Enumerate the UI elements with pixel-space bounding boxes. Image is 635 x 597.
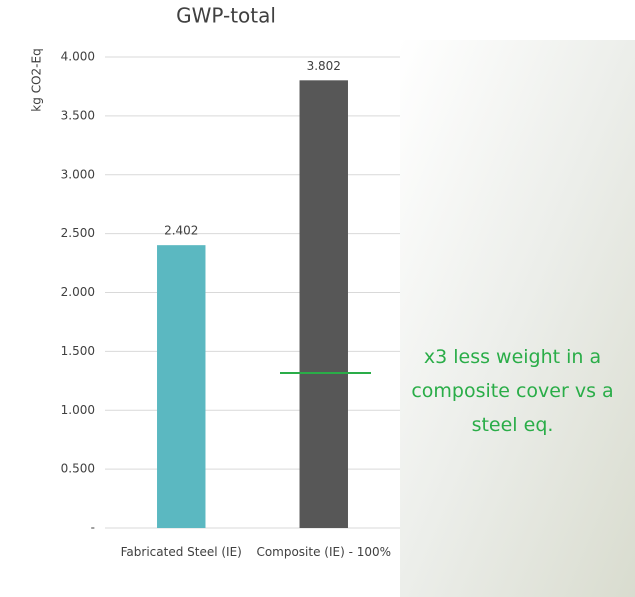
y-tick-label: 4.000 <box>61 50 95 64</box>
y-tick-label: 2.000 <box>61 285 95 299</box>
data-label: 2.402 <box>164 224 198 238</box>
data-label: 3.802 <box>307 59 341 73</box>
chart: GWP-total kg CO2-Eq x3 less weight in a … <box>0 0 635 597</box>
x-tick-label: Composite (IE) - 100% <box>253 544 396 560</box>
bar <box>300 80 348 528</box>
y-axis-label: kg CO2-Eq <box>30 48 44 111</box>
y-tick-label: 1.000 <box>61 403 95 417</box>
annotation: x3 less weight in a composite cover vs a… <box>390 340 635 442</box>
y-tick-label: 2.500 <box>61 226 95 240</box>
x-tick-label-box: Composite (IE) - 100% <box>253 544 396 584</box>
x-tick-label-box: Fabricated Steel (IE) <box>110 544 253 584</box>
y-tick-label: 3.500 <box>61 108 95 122</box>
x-tick-label: Fabricated Steel (IE) <box>110 544 253 560</box>
chart-title: GWP-total <box>176 4 276 28</box>
bar <box>157 245 205 528</box>
y-tick-label: 3.000 <box>61 167 95 181</box>
y-tick-label: - <box>91 521 95 535</box>
y-tick-label: 1.500 <box>61 344 95 358</box>
annotation-box: x3 less weight in a composite cover vs a… <box>390 340 635 450</box>
y-tick-label: 0.500 <box>61 462 95 476</box>
background-photo <box>400 40 635 597</box>
